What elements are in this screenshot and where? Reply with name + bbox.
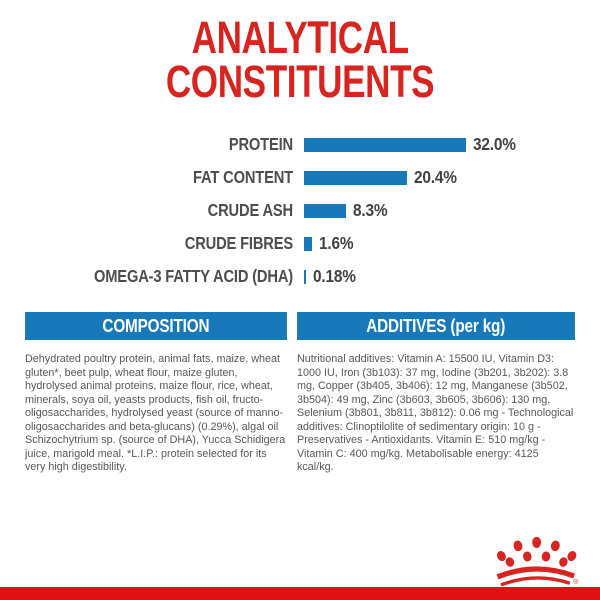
chart-value-label: 8.3% <box>352 200 388 220</box>
royal-canin-crown-logo: ® <box>496 536 579 587</box>
chart-value-label: 1.6% <box>319 233 354 253</box>
chart-category-label: CRUDE FIBRES <box>184 233 293 253</box>
chart-bar <box>304 269 306 284</box>
chart-bar <box>304 137 466 152</box>
chart-row: FAT CONTENT 20.4% <box>0 161 600 194</box>
chart-category-label: OMEGA-3 FATTY ACID (DHA) <box>93 266 293 286</box>
chart-value-label: 20.4% <box>414 167 458 187</box>
chart-category-label: PROTEIN <box>228 134 293 154</box>
chart-category-label: FAT CONTENT <box>193 167 293 187</box>
composition-body: Dehydrated poultry protein, animal fats,… <box>25 353 286 473</box>
additives-header: ADDITIVES (per kg) <box>297 312 575 340</box>
chart-row: OMEGA-3 FATTY ACID (DHA) 0.18% <box>0 260 600 293</box>
bottom-red-bar <box>0 587 600 600</box>
additives-body: Nutritional additives: Vitamin A: 15500 … <box>297 353 574 473</box>
composition-header-label: COMPOSITION <box>102 315 210 336</box>
chart-bar <box>304 236 313 251</box>
chart-row: CRUDE ASH 8.3% <box>0 194 600 227</box>
chart-row: PROTEIN 32.0% <box>0 128 600 161</box>
crown-icon <box>496 536 577 587</box>
chart-row: CRUDE FIBRES 1.6% <box>0 227 600 260</box>
registered-trademark-icon: ® <box>573 577 579 586</box>
composition-header: COMPOSITION <box>25 312 287 340</box>
chart-value-label: 32.0% <box>472 134 516 154</box>
title-line-1: ANALYTICAL <box>191 12 409 63</box>
additives-section: ADDITIVES (per kg) Nutritional additives… <box>297 312 575 475</box>
chart-bar <box>304 203 346 218</box>
analytical-chart: PROTEIN 32.0% FAT CONTENT 20.4% CRUDE AS… <box>0 128 600 293</box>
page-title: ANALYTICAL CONSTITUENTS <box>0 12 600 107</box>
title-line-2: CONSTITUENTS <box>165 56 435 107</box>
chart-category-label: CRUDE ASH <box>207 200 294 220</box>
chart-value-label: 0.18% <box>313 266 356 286</box>
chart-bar <box>304 170 408 185</box>
additives-header-label: ADDITIVES (per kg) <box>366 315 506 336</box>
composition-section: COMPOSITION Dehydrated poultry protein, … <box>25 312 287 475</box>
